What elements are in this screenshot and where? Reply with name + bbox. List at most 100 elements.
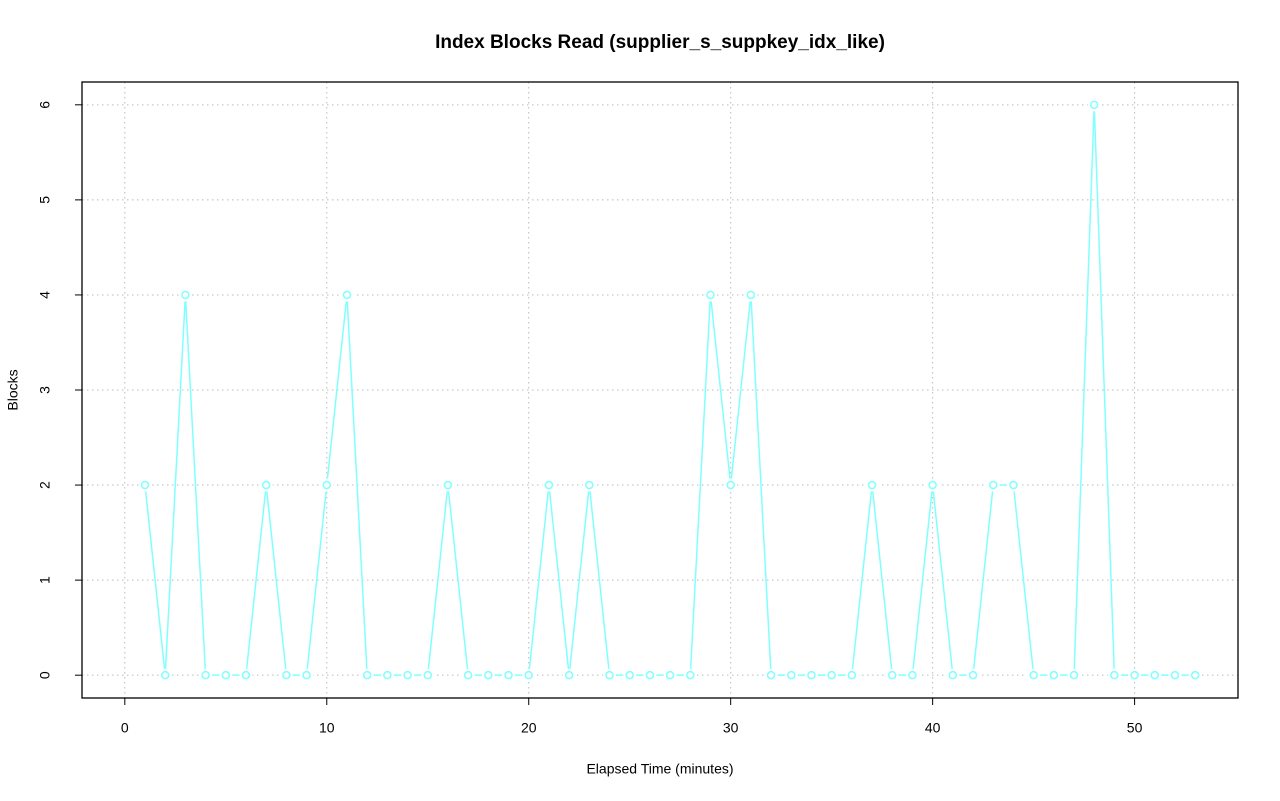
- point-gap: [158, 668, 172, 682]
- point: [544, 480, 554, 490]
- point: [463, 670, 473, 680]
- point-gap: [703, 288, 717, 302]
- point: [726, 480, 735, 490]
- point-gap: [1188, 668, 1202, 682]
- point-gap: [804, 668, 818, 682]
- point: [706, 290, 715, 300]
- y-tick-label: 1: [37, 576, 53, 584]
- point-gap: [219, 668, 233, 682]
- point-gap: [1047, 668, 1061, 682]
- point: [787, 670, 796, 680]
- point-gap: [1087, 98, 1101, 112]
- point-gap: [1006, 478, 1020, 492]
- x-tick-label: 50: [1127, 720, 1143, 736]
- point-gap: [1027, 668, 1041, 682]
- point: [423, 670, 432, 680]
- point-gap: [663, 668, 677, 682]
- point-gap: [683, 668, 697, 682]
- point: [282, 670, 291, 680]
- point: [1110, 670, 1119, 680]
- y-tick-label: 6: [37, 101, 53, 109]
- point: [1009, 480, 1018, 490]
- point-gap: [1148, 668, 1162, 682]
- point-gap: [421, 668, 435, 682]
- point-gap: [461, 668, 475, 682]
- point: [867, 480, 877, 490]
- point-gap: [885, 668, 899, 682]
- point-gap: [138, 478, 152, 492]
- point: [403, 670, 412, 680]
- point-gap: [724, 478, 738, 492]
- point-gap: [946, 668, 960, 682]
- point: [888, 670, 897, 680]
- point: [807, 670, 816, 680]
- point: [645, 670, 655, 680]
- y-tick-label: 3: [37, 386, 53, 394]
- point: [686, 670, 695, 680]
- point: [1089, 100, 1099, 110]
- point: [1150, 670, 1160, 680]
- chart-title: Index Blocks Read (supplier_s_suppkey_id…: [435, 32, 885, 53]
- point-gap: [340, 288, 354, 302]
- point: [1029, 670, 1038, 680]
- point: [928, 480, 937, 490]
- point-gap: [603, 668, 617, 682]
- point: [160, 670, 170, 680]
- point: [181, 290, 190, 300]
- point: [342, 290, 352, 300]
- point: [827, 670, 836, 680]
- x-tick-label: 20: [521, 720, 537, 736]
- point: [948, 670, 958, 680]
- point-gap: [1168, 668, 1182, 682]
- point: [968, 670, 978, 680]
- point-gap: [643, 668, 657, 682]
- point-gap: [623, 668, 637, 682]
- x-tick-label: 10: [319, 720, 335, 736]
- point: [564, 670, 574, 680]
- point-gap: [178, 288, 192, 302]
- point: [605, 670, 614, 680]
- point: [504, 670, 513, 680]
- point: [322, 480, 332, 490]
- point: [1190, 670, 1200, 680]
- point: [1170, 670, 1180, 680]
- point-gap: [259, 478, 273, 492]
- point-gap: [966, 668, 980, 682]
- point: [443, 480, 453, 490]
- point: [1069, 670, 1079, 680]
- point-gap: [401, 668, 415, 682]
- point-gap: [905, 668, 919, 682]
- point-gap: [502, 668, 516, 682]
- point-gap: [865, 478, 879, 492]
- point-gap: [441, 478, 455, 492]
- point: [988, 480, 998, 490]
- x-axis-label: Elapsed Time (minutes): [586, 761, 733, 777]
- point: [1049, 670, 1059, 680]
- point: [585, 480, 594, 490]
- x-tick-label: 0: [121, 720, 129, 736]
- point-gap: [845, 668, 859, 682]
- point: [221, 670, 231, 680]
- y-tick-label: 4: [37, 291, 53, 299]
- y-axis-label: Blocks: [5, 369, 21, 410]
- point: [241, 670, 251, 680]
- point-gap: [320, 478, 334, 492]
- point-gap: [825, 668, 839, 682]
- x-tick-label: 40: [925, 720, 941, 736]
- point-gap: [522, 668, 536, 682]
- point: [362, 670, 372, 680]
- point: [766, 670, 776, 680]
- point: [302, 670, 311, 680]
- x-tick-label: 30: [723, 720, 739, 736]
- point-gap: [562, 668, 576, 682]
- point: [908, 670, 917, 680]
- point: [383, 670, 392, 680]
- point: [140, 480, 150, 490]
- point: [484, 670, 493, 680]
- point: [665, 670, 675, 680]
- point: [625, 670, 634, 680]
- point: [847, 670, 857, 680]
- point: [201, 670, 210, 680]
